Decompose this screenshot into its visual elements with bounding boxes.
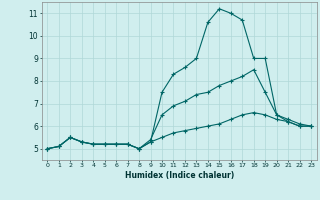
X-axis label: Humidex (Indice chaleur): Humidex (Indice chaleur): [124, 171, 234, 180]
